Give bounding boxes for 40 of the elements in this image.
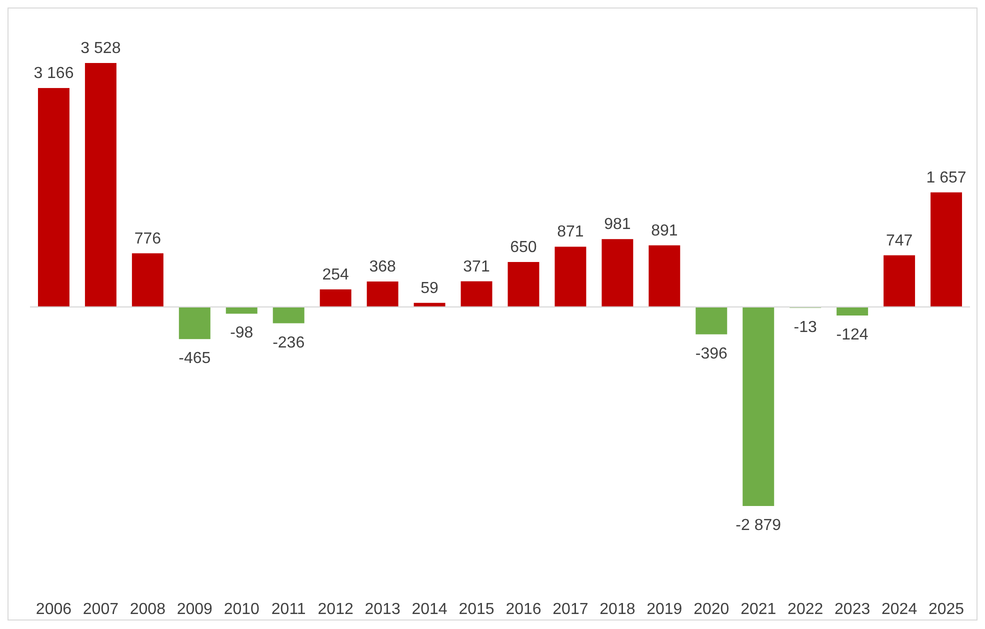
x-tick-label: 2022 xyxy=(788,601,824,618)
x-tick-label: 2012 xyxy=(318,601,354,618)
data-label: 650 xyxy=(510,238,537,256)
data-label: -98 xyxy=(230,324,254,342)
x-tick-label: 2007 xyxy=(82,601,119,618)
data-label: 871 xyxy=(557,224,584,241)
data-label: 747 xyxy=(886,232,913,250)
data-label: -13 xyxy=(794,318,818,336)
data-label: 368 xyxy=(369,258,396,276)
data-label: -124 xyxy=(836,326,868,344)
x-tick-label: 2019 xyxy=(646,601,682,618)
data-label: 254 xyxy=(322,266,350,284)
x-tick-label: 2006 xyxy=(36,601,72,618)
data-label: -2 879 xyxy=(736,517,782,534)
x-tick-label: 2010 xyxy=(224,601,260,618)
x-tick-label: 2017 xyxy=(552,601,588,618)
x-tick-label: 2014 xyxy=(412,601,448,618)
x-tick-label: 2018 xyxy=(600,601,636,618)
data-label: 59 xyxy=(420,280,439,297)
data-label: 3 166 xyxy=(34,65,74,82)
x-tick-label: 2008 xyxy=(130,601,166,618)
x-tick-label: 2021 xyxy=(740,601,776,618)
data-label: 776 xyxy=(134,230,162,248)
x-tick-label: 2009 xyxy=(176,601,213,618)
data-label: -396 xyxy=(695,345,728,362)
data-label: -465 xyxy=(178,350,211,368)
x-tick-label: 2016 xyxy=(506,601,542,618)
data-label: 891 xyxy=(651,222,678,240)
x-tick-label: 2024 xyxy=(882,601,918,618)
x-tick-label: 2020 xyxy=(694,601,730,618)
data-label: 3 528 xyxy=(80,40,121,57)
data-label: 981 xyxy=(604,216,631,234)
data-label: 1 657 xyxy=(926,169,966,186)
data-label: -236 xyxy=(272,334,305,352)
data-label: 371 xyxy=(463,258,490,276)
x-tick-label: 2023 xyxy=(834,601,870,618)
x-tick-label: 2025 xyxy=(928,601,964,618)
x-tick-label: 2011 xyxy=(271,601,306,618)
x-tick-label: 2013 xyxy=(364,601,400,618)
x-tick-label: 2015 xyxy=(458,601,494,618)
